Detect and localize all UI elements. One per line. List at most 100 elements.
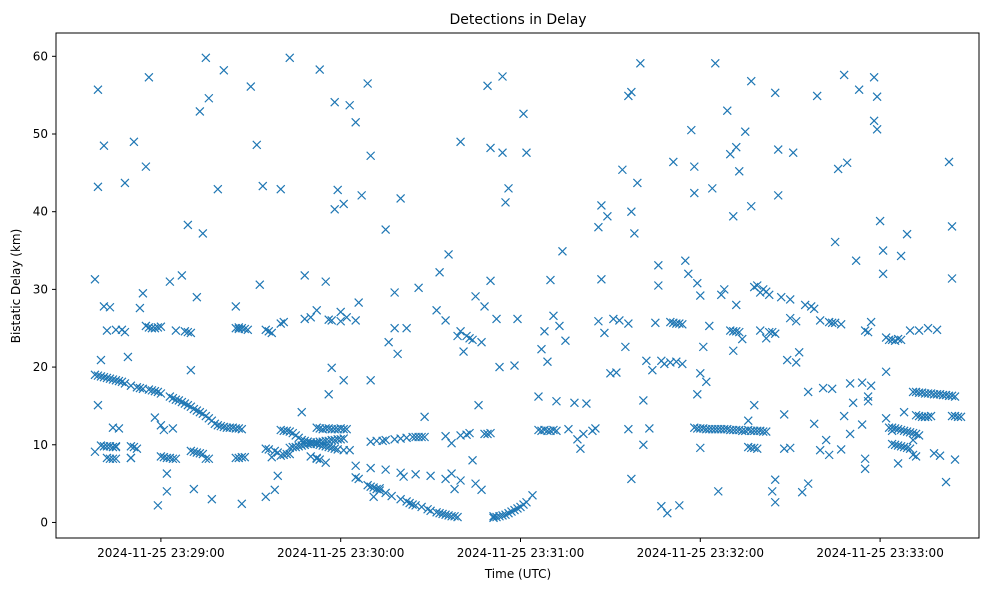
data-point	[114, 424, 124, 433]
data-point	[501, 197, 510, 207]
data-point	[677, 319, 687, 329]
data-point	[93, 400, 103, 410]
data-point	[680, 256, 690, 266]
data-point	[692, 389, 702, 399]
data-point	[315, 455, 325, 464]
data-point	[117, 325, 127, 335]
data-point	[186, 446, 196, 456]
data-point	[821, 435, 831, 445]
data-point	[369, 492, 379, 502]
data-point	[150, 323, 160, 333]
data-point	[108, 454, 118, 464]
data-point	[953, 412, 963, 422]
data-point	[761, 333, 771, 343]
data-point	[264, 445, 274, 454]
data-point	[887, 426, 897, 436]
x-tick-label: 2024-11-25 23:33:00	[816, 546, 943, 560]
data-point	[105, 374, 115, 384]
data-point	[105, 302, 115, 312]
data-point	[111, 375, 121, 385]
data-point	[653, 260, 663, 270]
data-point	[450, 484, 459, 494]
data-point	[393, 349, 403, 359]
data-point	[650, 318, 660, 328]
data-point	[677, 359, 687, 369]
data-point	[552, 426, 561, 436]
data-point	[908, 428, 918, 438]
data-point	[815, 445, 825, 455]
data-point	[447, 469, 456, 478]
data-point	[474, 400, 483, 410]
data-point	[564, 424, 573, 434]
data-point	[638, 396, 648, 405]
data-point	[893, 334, 903, 344]
data-point	[866, 317, 876, 327]
data-point	[120, 378, 130, 388]
data-point	[201, 53, 211, 63]
data-point	[411, 500, 421, 510]
data-point	[713, 486, 723, 496]
data-point	[441, 510, 451, 520]
data-point	[785, 295, 795, 304]
data-point	[357, 190, 367, 200]
data-point	[282, 426, 292, 436]
data-point	[321, 458, 331, 468]
data-point	[96, 371, 106, 381]
data-point	[773, 190, 783, 200]
chart-title: Detections in Delay	[449, 12, 586, 28]
data-point	[653, 281, 663, 290]
data-point	[126, 381, 136, 391]
data-point	[189, 447, 199, 457]
data-point	[111, 454, 121, 464]
data-point	[626, 87, 636, 97]
data-point	[842, 158, 852, 168]
data-point	[869, 116, 879, 126]
data-point	[114, 376, 124, 386]
data-point	[441, 431, 451, 441]
data-point	[710, 58, 720, 68]
data-point	[863, 327, 873, 337]
data-point	[186, 328, 196, 338]
data-point	[306, 451, 316, 461]
data-point	[665, 317, 675, 327]
data-point	[468, 455, 477, 465]
data-point	[231, 302, 241, 311]
data-point	[830, 318, 840, 328]
data-point	[390, 323, 400, 333]
data-point	[126, 441, 136, 451]
data-point	[324, 315, 334, 325]
data-point	[869, 72, 879, 82]
data-point	[689, 162, 699, 172]
data-point	[947, 391, 957, 401]
data-point	[330, 97, 340, 107]
data-point	[258, 181, 268, 191]
data-point	[435, 508, 445, 518]
data-point	[411, 469, 421, 479]
data-point	[123, 352, 133, 362]
data-point	[896, 251, 906, 261]
data-point	[794, 347, 804, 357]
data-point	[381, 465, 391, 475]
data-point	[836, 319, 846, 329]
data-point	[540, 326, 549, 336]
data-point	[285, 449, 295, 459]
data-point	[641, 356, 651, 366]
data-point	[93, 85, 103, 95]
data-point	[752, 444, 762, 454]
data-point	[674, 500, 684, 510]
data-point	[911, 451, 921, 461]
data-point	[887, 423, 897, 433]
data-point	[336, 434, 346, 444]
data-point	[192, 448, 202, 457]
data-point	[513, 314, 522, 324]
data-point	[294, 441, 304, 451]
data-point	[608, 314, 618, 324]
data-point	[396, 194, 406, 203]
data-point	[486, 428, 495, 438]
data-point	[905, 427, 915, 437]
data-point	[662, 508, 672, 518]
data-point	[171, 326, 181, 335]
data-point	[426, 471, 436, 481]
data-point	[743, 416, 753, 426]
data-point	[177, 270, 187, 280]
